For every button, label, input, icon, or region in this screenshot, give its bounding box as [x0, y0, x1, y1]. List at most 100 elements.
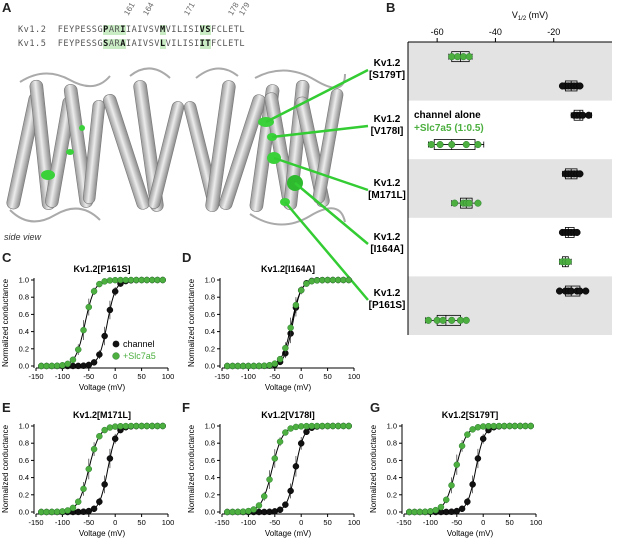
gv-x-tick-label: 100 [348, 372, 361, 381]
gv-point-slc [527, 422, 534, 430]
gv-x-tick-label: 0 [113, 372, 117, 381]
mutant-name: Kv1.2 [374, 114, 401, 125]
gv-point-slc [345, 422, 352, 430]
gv-x-tick-label: 100 [530, 518, 543, 527]
gv-point-slc [437, 503, 445, 511]
band-S179T [408, 42, 612, 101]
seq-kv12-p9: S [205, 25, 212, 35]
legend-label-slc: +Slc7a5 [123, 351, 156, 361]
gv-xlabel: Voltage (mV) [447, 529, 494, 538]
gv-point-slc [442, 496, 450, 504]
gv-point-channel [111, 435, 119, 442]
gv-x-tick-label: 50 [323, 518, 331, 527]
fit-curve-channel [227, 425, 349, 513]
gv-point-channel [111, 288, 119, 295]
seq-kv12-p1: P [103, 25, 109, 35]
gv-x-tick-label: 0 [299, 372, 303, 381]
gv-y-tick-label: 0.4 [205, 473, 215, 482]
gv-panel-f: Kv1.2[V178I] -150 -100 -50 0 50 100 0.0 0.2 0.4 0.… [187, 410, 360, 538]
gv-point-channel [479, 435, 487, 442]
gv-ylabel: Normalized conductance [369, 424, 378, 513]
gv-x-tick-label: 50 [505, 518, 513, 527]
gv-point-slc [453, 461, 461, 468]
data-point [576, 82, 584, 90]
gv-title: Kv1.2[I164A] [261, 264, 315, 274]
seq-kv12-p6: M [159, 25, 166, 35]
gv-x-tick-label: 50 [137, 372, 145, 381]
gv-x-tick-label: -150 [214, 372, 229, 381]
sequence-kv15: Kv1.5 FEYPESSGSARAIAIVSVLVILISIITFCLETL [18, 39, 245, 49]
gv-point-slc [250, 506, 257, 513]
gv-y-tick-label: 0.8 [205, 439, 215, 448]
gv-point-channel [106, 306, 114, 314]
gv-ylabel: Normalized conductance [1, 424, 10, 513]
seq-kv12-p5: IAIVSV [125, 25, 160, 35]
gv-point-slc [287, 324, 294, 332]
mutant-name: Kv1.2 [374, 178, 401, 189]
seq-kv15-p8: I [199, 39, 206, 49]
seq-kv15-p6: L [159, 39, 166, 49]
gv-point-channel [303, 428, 310, 436]
legend-channel-alone: channel alone [414, 110, 481, 121]
gv-point-channel [96, 351, 103, 358]
data-point [462, 316, 470, 324]
gv-point-channel [448, 508, 455, 515]
gv-y-tick-label: 1.0 [19, 422, 29, 431]
data-point [558, 82, 567, 90]
gv-x-tick-label: -100 [55, 518, 70, 527]
panel-b-boxplot: -60 -40 -20 V1/2 (mV) [407, 10, 612, 335]
gv-y-tick-label: 0.6 [19, 456, 29, 465]
gv-y-tick-label: 0.8 [19, 439, 29, 448]
sequence-kv12: Kv1.2 FEYPESSGPARIIAIVSVMVILISIVSFCLETL [18, 25, 245, 35]
gv-point-slc [260, 493, 268, 500]
gv-point-slc [96, 433, 103, 440]
gv-point-slc [59, 508, 66, 515]
mutant-name: Kv1.2 [374, 58, 401, 69]
gv-title: Kv1.2[M171L] [73, 410, 131, 420]
data-point [448, 141, 456, 149]
gv-x-tick-label: -50 [451, 518, 462, 527]
data-point [576, 170, 584, 178]
gv-y-tick-label: 0.6 [19, 310, 29, 319]
gv-x-tick-label: 0 [299, 518, 303, 527]
side-view-label: side view [4, 232, 42, 242]
gv-panel-g: Kv1.2[S179T] -150 -100 -50 0 50 100 0.0 0.2 0.4 0.… [369, 410, 542, 538]
gv-point-slc [448, 482, 455, 489]
data-point [465, 53, 473, 61]
data-point [465, 199, 473, 207]
gv-point-channel [464, 498, 471, 505]
b-axis-title: V1/2 (mV) [512, 10, 548, 22]
gv-point-slc [85, 303, 93, 311]
gv-x-tick-label: -100 [55, 372, 70, 381]
seq-kv15-p10: FCLETL [211, 39, 246, 49]
data-point [585, 111, 593, 119]
gv-point-slc [308, 277, 316, 285]
gv-y-tick-label: 0.8 [387, 439, 397, 448]
seq-kv12-p8: V [199, 25, 206, 35]
gv-x-tick-label: 100 [162, 518, 175, 527]
gv-x-tick-label: 50 [323, 372, 331, 381]
mutant-labels: Kv1.2[S179T]Kv1.2[V178I]Kv1.2[M171L]Kv1.… [368, 58, 484, 311]
data-point [564, 258, 572, 266]
gv-point-slc [64, 507, 71, 514]
b-x-tick-label: -60 [431, 27, 444, 37]
panel-letter-g: G [370, 400, 381, 415]
fit-curve-slc [409, 425, 531, 513]
gv-x-tick-label: -50 [269, 372, 280, 381]
gv-point-channel [101, 481, 108, 488]
gv-xlabel: Voltage (mV) [79, 383, 126, 392]
mutant-code: [S179T] [369, 70, 405, 81]
gv-y-tick-label: 0.0 [19, 508, 29, 517]
gv-point-slc [74, 498, 82, 505]
gv-x-tick-label: -100 [241, 372, 256, 381]
data-point [582, 287, 590, 295]
data-point [427, 141, 435, 149]
gv-point-slc [303, 280, 310, 287]
data-point [474, 141, 482, 149]
legend-label-channel: channel [123, 339, 155, 349]
gv-y-tick-label: 0.2 [205, 490, 215, 499]
gv-y-tick-label: 0.6 [387, 456, 397, 465]
gv-xlabel: Voltage (mV) [265, 529, 312, 538]
gv-point-slc [80, 326, 87, 334]
gv-y-tick-label: 0.0 [19, 362, 29, 371]
